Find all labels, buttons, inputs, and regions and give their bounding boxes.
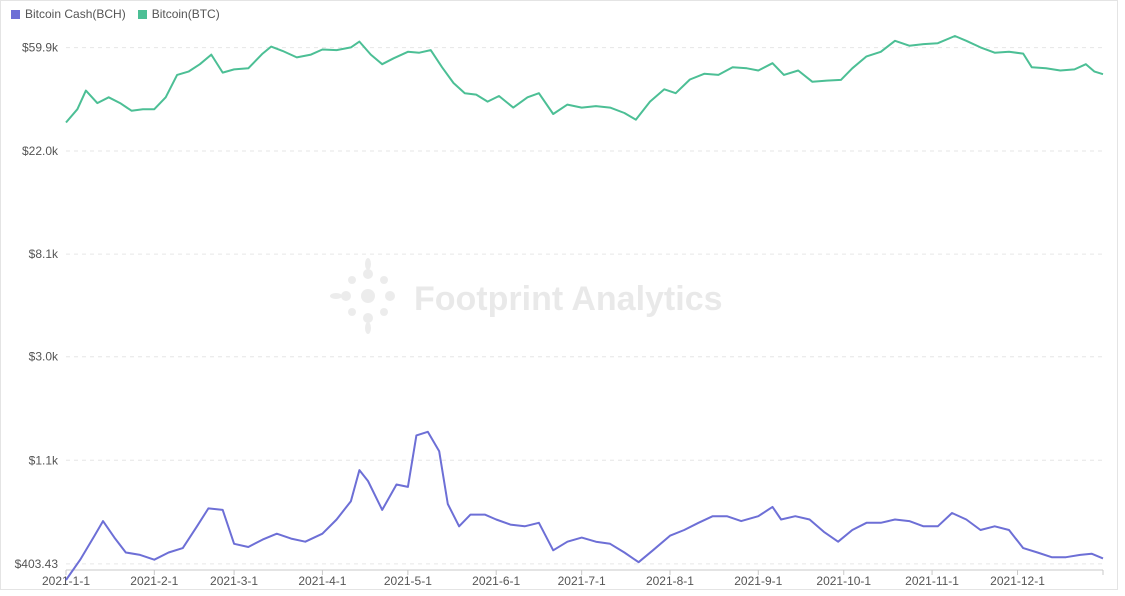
legend-item-bch[interactable]: Bitcoin Cash(BCH) [11, 7, 126, 21]
y-tick-label: $403.43 [15, 557, 59, 571]
y-tick-label: $8.1k [29, 247, 59, 261]
legend-swatch-btc [137, 9, 147, 19]
x-tick-label: 2021-4-1 [298, 574, 346, 588]
x-tick-label: 2021-3-1 [210, 574, 258, 588]
watermark-logo-icon [330, 258, 395, 334]
x-tick-label: 2021-6-1 [472, 574, 520, 588]
x-tick-label: 2021-2-1 [130, 574, 178, 588]
legend: Bitcoin Cash(BCH) Bitcoin(BTC) [11, 7, 220, 21]
x-tick-label: 2021-12-1 [990, 574, 1045, 588]
series-line-bch[interactable] [65, 430, 1104, 581]
y-axis: $403.43 $1.1k $3.0k $8.1k $22.0k $59.9k [15, 41, 59, 571]
y-tick-label: $1.1k [29, 453, 59, 467]
legend-label-bch: Bitcoin Cash(BCH) [25, 7, 126, 21]
x-tick-label: 2021-1-1 [42, 574, 90, 588]
y-tick-label: $22.0k [22, 144, 59, 158]
legend-label-btc: Bitcoin(BTC) [151, 7, 220, 21]
y-tick-label: $3.0k [29, 350, 59, 364]
x-tick-label: 2021-11-1 [905, 574, 959, 588]
x-tick-label: 2021-7-1 [558, 574, 606, 588]
series-layer [65, 35, 1104, 581]
x-tick-label: 2021-9-1 [734, 574, 782, 588]
series-line-btc[interactable] [65, 35, 1104, 124]
watermark-text: Footprint Analytics [414, 280, 723, 318]
legend-swatch-bch [11, 9, 20, 19]
y-tick-label: $59.9k [22, 41, 59, 55]
x-tick-label: 2021-8-1 [646, 574, 694, 588]
x-axis: 2021-1-1 2021-2-1 2021-3-1 2021-4-1 2021-5-1… [42, 569, 1104, 588]
grid [66, 47, 1103, 565]
watermark: Footprint Analytics [330, 258, 723, 334]
legend-item-btc[interactable]: Bitcoin(BTC) [137, 7, 220, 21]
x-tick-label: 2021-5-1 [384, 574, 432, 588]
x-tick-label: 2021-10-1 [816, 574, 871, 588]
